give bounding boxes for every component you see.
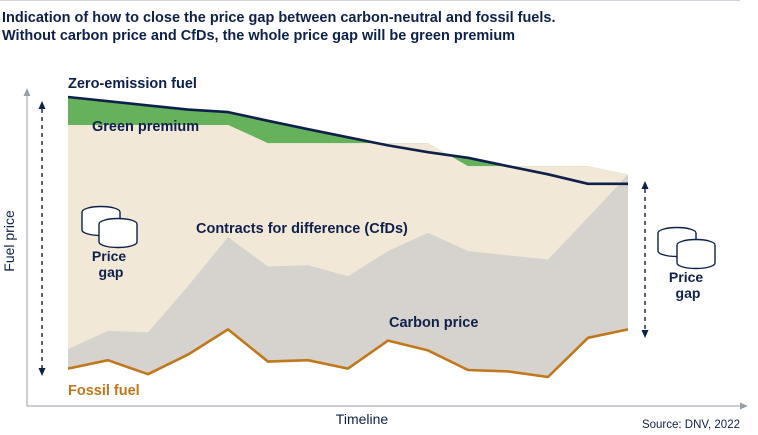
y-axis-label: Fuel price (1, 210, 17, 272)
cfd-area (68, 125, 628, 349)
series-label-green-premium: Green premium (92, 119, 199, 135)
zero-emission-fuel-line (67, 95, 628, 186)
price-gap-right-word-2: gap (676, 285, 701, 301)
left-gap-arrow (38, 101, 46, 376)
price-gap-left-word-1: Price (92, 248, 126, 264)
fossil-fuel-line (67, 328, 629, 379)
source-note: Source: DNV, 2022 (642, 419, 740, 431)
coin-stack-icon (98, 217, 138, 249)
top-rule (0, 0, 740, 1)
coin-stack-icon (676, 238, 716, 270)
price-gap-label-right: Price gap (669, 269, 707, 301)
plot-areas (67, 95, 629, 379)
series-label-carbon-price: Carbon price (389, 315, 478, 331)
price-gap-label-left: Price gap (92, 248, 130, 280)
carbon-price-area (68, 174, 628, 377)
axes (23, 88, 748, 410)
chart-title: Indication of how to close the price gap… (2, 9, 742, 45)
y-axis-arrowhead (23, 88, 31, 96)
price-gap-right-word-1: Price (669, 269, 703, 285)
chart-title-line-1: Indication of how to close the price gap… (2, 10, 556, 26)
chart-title-line-2: Without carbon price and CfDs, the whole… (2, 28, 516, 44)
series-label-cfd: Contracts for difference (CfDs) (196, 221, 408, 237)
x-axis-arrowhead (740, 402, 748, 410)
price-gap-left-word-2: gap (99, 264, 124, 280)
x-axis-label: Timeline (336, 411, 389, 427)
series-label-fossil-fuel: Fossil fuel (68, 383, 140, 399)
series-label-zero-emission-fuel: Zero-emission fuel (68, 76, 197, 92)
right-gap-arrow (641, 181, 649, 338)
